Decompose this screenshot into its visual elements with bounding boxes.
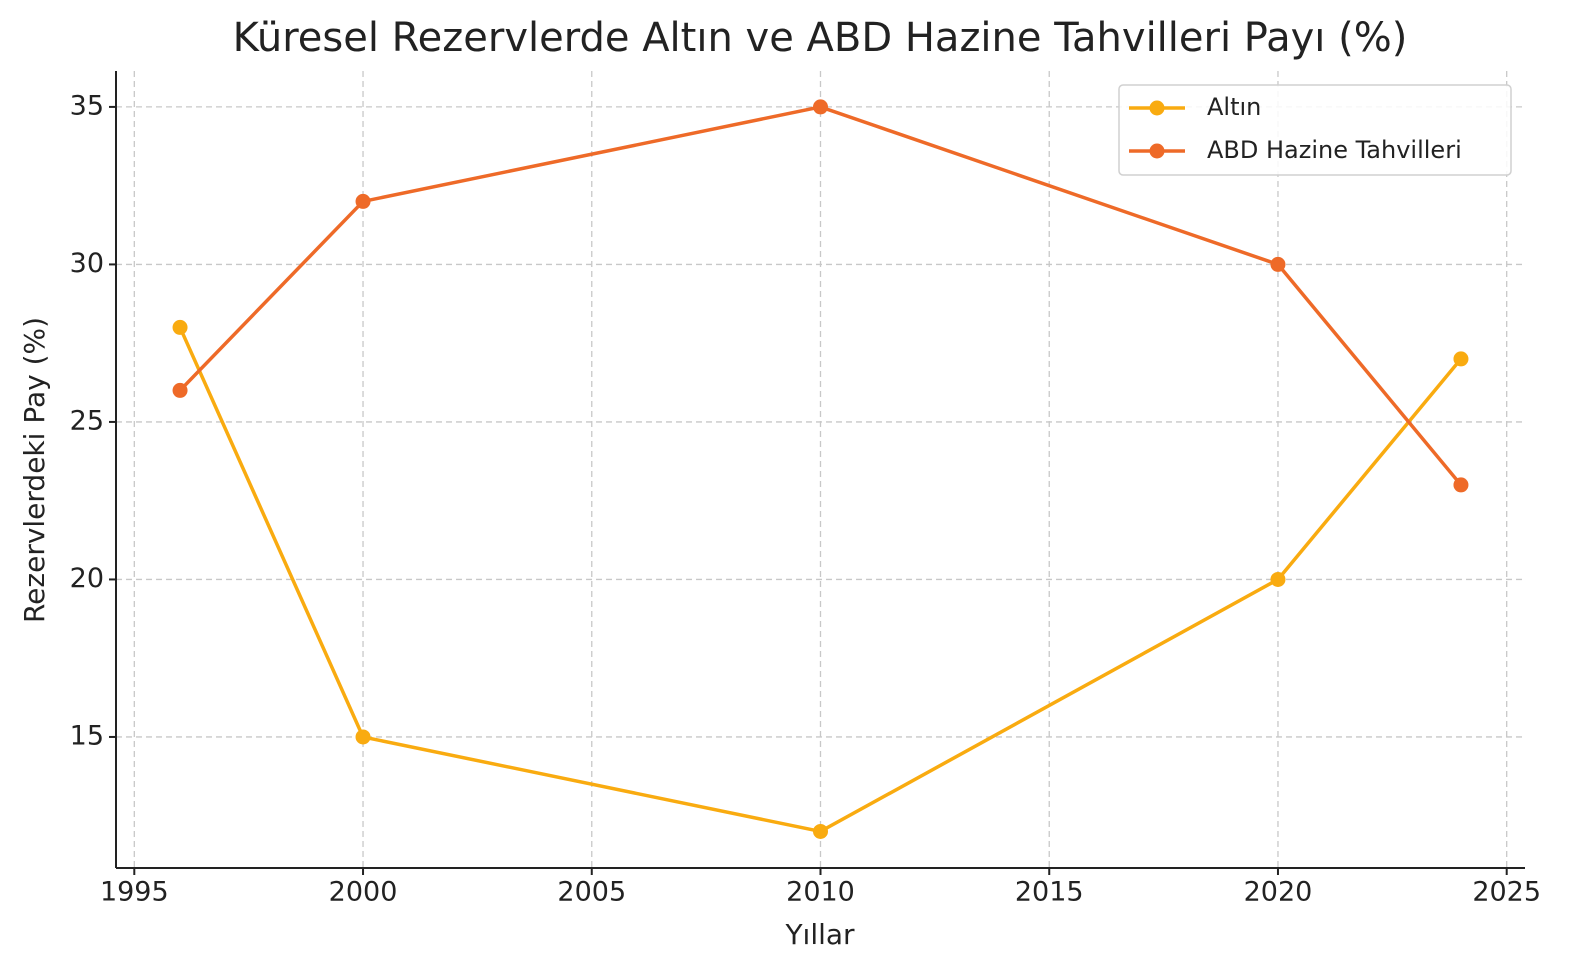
data-point xyxy=(813,823,828,839)
legend-marker xyxy=(1149,143,1165,159)
x-tick-label: 2005 xyxy=(557,877,626,908)
data-point xyxy=(1270,256,1286,272)
x-tick-label: 2020 xyxy=(1244,877,1313,908)
data-point xyxy=(172,382,188,398)
legend: Altın ABD Hazine Tahvilleri xyxy=(1118,84,1512,176)
data-point xyxy=(1453,477,1469,493)
x-tick-label: 2025 xyxy=(1472,877,1541,908)
x-tick-label: 1995 xyxy=(100,877,169,908)
x-tick-label: 2000 xyxy=(329,877,398,908)
x-axis-label: Yıllar xyxy=(784,918,855,951)
legend-label: ABD Hazine Tahvilleri xyxy=(1207,136,1462,164)
legend-marker xyxy=(1149,100,1165,116)
y-tick-label: 25 xyxy=(70,405,104,436)
data-point xyxy=(355,193,371,209)
data-point xyxy=(355,729,371,745)
x-tick-label: 2015 xyxy=(1015,877,1084,908)
data-point xyxy=(1270,571,1286,587)
data-point xyxy=(172,319,188,335)
y-tick-label: 30 xyxy=(70,248,104,279)
y-tick-label: 20 xyxy=(70,563,104,594)
chart-title: Küresel Rezervlerde Altın ve ABD Hazine … xyxy=(233,15,1408,61)
data-point xyxy=(813,99,828,115)
data-point xyxy=(1453,351,1469,367)
y-tick-label: 15 xyxy=(70,720,104,751)
legend-label: Altın xyxy=(1207,93,1261,121)
y-tick-label: 35 xyxy=(70,90,104,121)
x-tick-label: 2010 xyxy=(786,877,855,908)
legend-box xyxy=(1118,84,1512,176)
y-axis-label: Rezervlerdeki Pay (%) xyxy=(18,317,51,623)
